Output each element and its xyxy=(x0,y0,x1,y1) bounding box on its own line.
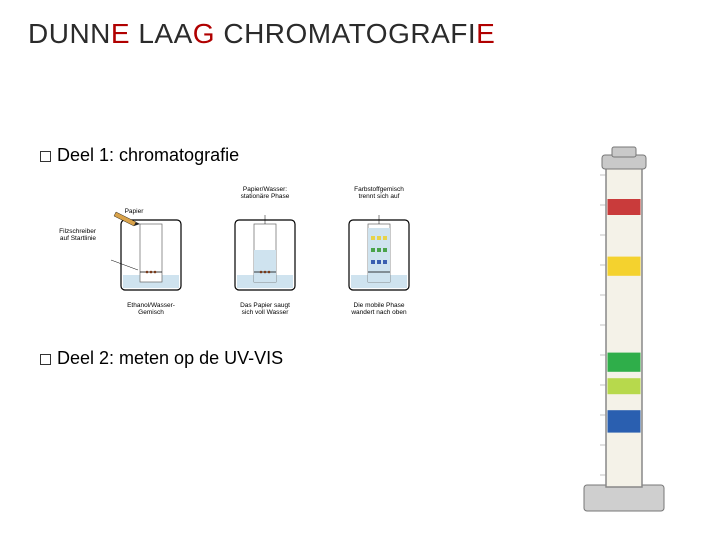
bullet-marker xyxy=(40,151,51,162)
bullet-deel-2: Deel 2: meten op de UV-VIS xyxy=(40,348,283,369)
title-part-2: E xyxy=(111,18,130,49)
title-part-3: LAA xyxy=(130,18,193,49)
bullet-2-text: Deel 2: meten op de UV-VIS xyxy=(57,348,283,369)
title-part-5: CHROMATOGRAFI xyxy=(215,18,476,49)
column-band xyxy=(608,353,641,372)
beaker-2-bottom-label: Das Papier saugtsich voll Wasser xyxy=(240,302,290,316)
chromatography-diagram: Filzschreiberauf Startlinie Papier Ethan… xyxy=(100,186,430,326)
beaker-2-top-label: Papier/Wasser:stationäre Phase xyxy=(241,186,290,208)
title-part-6: E xyxy=(476,18,495,49)
bullet-1-text: Deel 1: chromatografie xyxy=(57,145,239,166)
beaker-panel-2: Papier/Wasser:stationäre Phase Das Papie… xyxy=(214,186,316,326)
beaker-1-paper-label: Papier xyxy=(114,208,154,215)
column-band xyxy=(608,378,641,394)
beaker-1-bottom-label: Ethanol/Wasser-Gemisch xyxy=(127,302,175,316)
beaker-1-svg xyxy=(106,210,196,300)
bullet-marker xyxy=(40,354,51,365)
column-svg xyxy=(582,145,666,515)
beaker-3-bottom-label: Die mobile Phasewandert nach oben xyxy=(351,302,406,316)
beaker-1-side-label: Filzschreiberauf Startlinie xyxy=(40,228,96,242)
beaker-2-svg xyxy=(220,210,310,300)
slide-title: DUNNE LAAG CHROMATOGRAFIE xyxy=(28,18,495,50)
column-band xyxy=(608,199,641,215)
beaker-3-svg xyxy=(334,210,424,300)
column-band xyxy=(608,257,641,276)
chromatography-column xyxy=(582,145,666,515)
beaker-panel-1: Ethanol/Wasser-Gemisch xyxy=(100,186,202,326)
beaker-panel-3: Farbstoffgemischtrennt sich auf Die mobi… xyxy=(328,186,430,326)
title-part-4: G xyxy=(193,18,215,49)
column-band xyxy=(608,410,641,432)
bullet-deel-1: Deel 1: chromatografie xyxy=(40,145,239,166)
title-part-1: DUNN xyxy=(28,18,111,49)
beaker-3-top-label: Farbstoffgemischtrennt sich auf xyxy=(354,186,404,208)
